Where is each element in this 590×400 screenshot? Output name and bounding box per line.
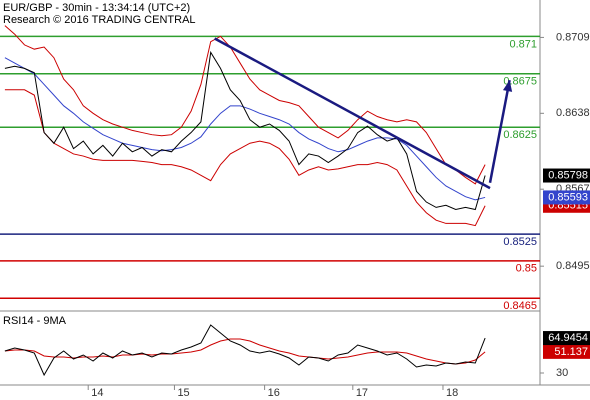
series-line	[4, 324, 486, 377]
trendline	[214, 37, 491, 190]
level-label: 0.871	[509, 38, 537, 50]
value-tag	[543, 331, 590, 346]
series-line	[4, 89, 486, 227]
x-tick-label: 16	[268, 387, 280, 399]
series-line	[4, 25, 486, 185]
y-tick-label: 30	[556, 367, 568, 379]
value-tag-label: 0.85593	[548, 191, 588, 203]
x-tick-label: 14	[91, 387, 103, 399]
chart-subtitle: Research © 2016 TRADING CENTRAL	[3, 14, 196, 26]
level-label: 0.8675	[503, 76, 537, 88]
series-line	[4, 50, 486, 211]
arrow-head	[502, 80, 513, 92]
y-tick-label: 0.8638	[556, 107, 590, 119]
level-label: 0.8525	[503, 236, 537, 248]
x-tick-label: 15	[177, 387, 189, 399]
x-tick-label: 17	[356, 387, 368, 399]
x-tick-label: 18	[446, 387, 458, 399]
y-tick-label: 0.8495	[556, 260, 590, 272]
series-line	[4, 338, 486, 365]
y-tick-label: 0.8709	[556, 31, 590, 43]
level-label: 0.8625	[503, 129, 537, 141]
chart-title: EUR/GBP - 30min - 13:34:14 (UTC+2)	[3, 2, 190, 14]
level-label: 0.85	[516, 263, 537, 275]
value-tag	[543, 344, 590, 359]
rsi-title: RSI14 - 9MA	[3, 315, 67, 327]
arrow	[488, 79, 511, 184]
value-tag	[543, 168, 590, 183]
value-tag-label: 0.85798	[548, 169, 588, 181]
series-line	[4, 57, 486, 201]
value-tag-label: 64.9454	[548, 332, 588, 344]
level-label: 0.8465	[503, 300, 537, 312]
value-tag	[543, 190, 590, 205]
value-tag-label: 51.137	[554, 346, 588, 358]
